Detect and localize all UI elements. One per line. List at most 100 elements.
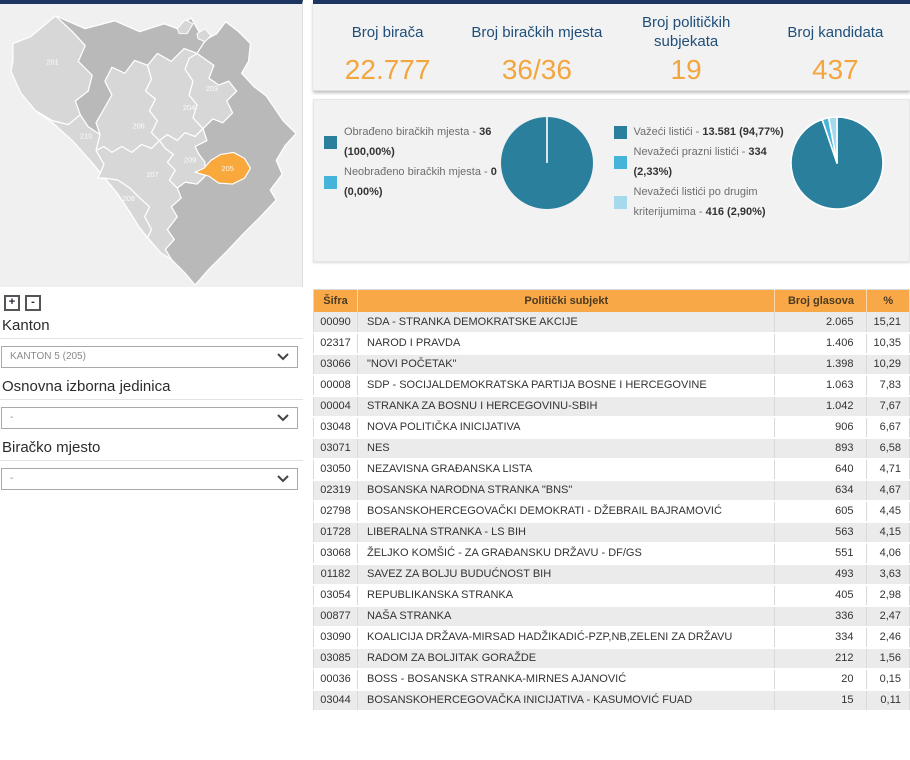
cell-votes: 1.406 <box>774 332 868 355</box>
legend-swatch <box>613 125 627 139</box>
cell-code: 01728 <box>313 521 358 544</box>
cell-code: 02319 <box>313 479 358 502</box>
table-row: 03044 BOSANSKOHERCEGOVAČKA INICIJATIVA - … <box>313 689 910 712</box>
izborna-jedinica-label: Osnovna izborna jedinica <box>0 372 303 400</box>
map-region-label-204: 204 <box>183 103 195 112</box>
table-row: 03050 NEZAVISNA GRAĐANSKA LISTA 640 4,71 <box>313 458 910 481</box>
map-region-label-206: 206 <box>132 122 144 131</box>
pie-chart-svg <box>789 116 884 210</box>
chart-legend: Obrađeno biračkih mjesta - 36 (100,00%) N… <box>324 114 500 202</box>
cell-votes: 634 <box>774 479 868 502</box>
biracko-mjesto-select-value: - <box>10 473 14 484</box>
cell-pct: 3,63 <box>866 563 910 586</box>
cell-votes: 1.398 <box>774 353 868 376</box>
stat-label: Broj političkih subjekata <box>641 14 731 50</box>
pie-chart-processed-stations <box>500 116 594 215</box>
cell-name: NAROD I PRAVDA <box>357 332 776 355</box>
bosnia-map[interactable]: 201 203 204 205 206 207 208 209 210 <box>0 4 302 287</box>
cell-name: BOSANSKOHERCEGOVAČKA INICIJATIVA - KASUM… <box>357 689 776 712</box>
cell-code: 00008 <box>313 374 358 397</box>
map-zoom-in-button[interactable]: + <box>4 294 20 311</box>
header-percent: % <box>866 289 910 312</box>
table-row: 03068 ŽELJKO KOMŠIĆ - ZA GRAĐANSKU DRŽAVU… <box>313 542 910 565</box>
table-row: 00090 SDA - STRANKA DEMOKRATSKE AKCIJE 2.0… <box>313 311 910 334</box>
cell-votes: 212 <box>774 647 868 670</box>
stat-politicki-subjekti: Broj političkih subjekata 19 <box>612 4 761 90</box>
header-broj-glasova: Broj glasova <box>774 289 868 312</box>
chart-legend: Važeći listići - 13.581 (94,77%) Nevažeći… <box>613 114 790 222</box>
results-table: Šifra Politički subjekt Broj glasova % 0… <box>313 289 910 712</box>
cell-votes: 20 <box>774 668 868 691</box>
biracko-mjesto-label: Biračko mjesto <box>0 433 303 461</box>
cell-votes: 605 <box>774 500 868 523</box>
map-region-label-201: 201 <box>46 57 58 66</box>
map-zoom-out-button[interactable]: - <box>25 294 41 311</box>
stat-value: 19 <box>670 54 702 85</box>
table-header-row: Šifra Politički subjekt Broj glasova % <box>313 289 910 312</box>
table-row: 03090 KOALICIJA DRŽAVA-MIRSAD HADŽIKADIĆ-… <box>313 626 910 649</box>
cell-pct: 2,46 <box>866 626 910 649</box>
cell-votes: 551 <box>774 542 868 565</box>
pie-charts-card: Obrađeno biračkih mjesta - 36 (100,00%) N… <box>313 99 910 262</box>
filter-izborna-jedinica: Osnovna izborna jedinica - <box>0 372 303 429</box>
map-region-posavina-b[interactable] <box>196 28 212 43</box>
cell-name: SDA - STRANKA DEMOKRATSKE AKCIJE <box>357 311 776 334</box>
cell-code: 03050 <box>313 458 358 481</box>
map-region-label-207: 207 <box>146 170 158 179</box>
cell-code: 03066 <box>313 353 358 376</box>
map-region-label-203: 203 <box>206 84 218 93</box>
cell-name: SDP - SOCIJALDEMOKRATSKA PARTIJA BOSNE I… <box>357 374 776 397</box>
map-region-205-highlighted[interactable] <box>194 151 252 185</box>
kanton-select[interactable]: KANTON 5 (205) <box>1 345 298 368</box>
cell-pct: 2,47 <box>866 605 910 628</box>
table-row: 01182 SAVEZ ZA BOLJU BUDUĆNOST BIH 493 3,63 <box>313 563 910 586</box>
table-row: 00004 STRANKA ZA BOSNU I HERCEGOVINU-SBIH… <box>313 395 910 418</box>
cell-pct: 4,71 <box>866 458 910 481</box>
legend-item: Obrađeno biračkih mjesta - 36 (100,00%) <box>324 122 500 162</box>
table-row: 00877 NAŠA STRANKA 336 2,47 <box>313 605 910 628</box>
cell-pct: 10,29 <box>866 353 910 376</box>
cell-pct: 4,45 <box>866 500 910 523</box>
table-row: 03071 NES 893 6,58 <box>313 437 910 460</box>
cell-code: 00004 <box>313 395 358 418</box>
cell-name: NES <box>357 437 776 460</box>
table-row: 00036 BOSS - BOSANSKA STRANKA-MIRNES AJAN… <box>313 668 910 691</box>
cell-votes: 336 <box>774 605 868 628</box>
cell-pct: 0,11 <box>866 689 910 712</box>
cell-code: 02798 <box>313 500 358 523</box>
cell-code: 03054 <box>313 584 358 607</box>
izborna-jedinica-select[interactable]: - <box>1 406 298 429</box>
stat-value: 22.777 <box>344 54 431 85</box>
cell-votes: 15 <box>774 689 868 712</box>
map-region-label-208: 208 <box>123 194 135 203</box>
filter-biracko-mjesto: Biračko mjesto - <box>0 433 303 490</box>
cell-code: 00877 <box>313 605 358 628</box>
header-politicki-subjekt: Politički subjekt <box>357 289 776 312</box>
map-region-208[interactable] <box>104 177 153 239</box>
cell-name: BOSS - BOSANSKA STRANKA-MIRNES AJANOVIĆ <box>357 668 776 691</box>
pie-chart-ballots <box>789 116 884 215</box>
cell-pct: 7,83 <box>866 374 910 397</box>
cell-code: 03085 <box>313 647 358 670</box>
table-row: 02317 NAROD I PRAVDA 1.406 10,35 <box>313 332 910 355</box>
stat-broj-biraca: Broj birača 22.777 <box>313 4 462 90</box>
header-sifra: Šifra <box>313 289 358 312</box>
table-row: 03085 RADOM ZA BOLJITAK GORAŽDE 212 1,56 <box>313 647 910 670</box>
cell-pct: 4,15 <box>866 521 910 544</box>
chart-processed-stations: Obrađeno biračkih mjesta - 36 (100,00%) N… <box>324 114 614 261</box>
map-region-203[interactable] <box>184 52 238 130</box>
biracko-mjesto-select[interactable]: - <box>1 467 298 490</box>
chevron-down-icon <box>277 413 289 421</box>
cell-name: BOSANSKOHERCEGOVAČKI DEMOKRATI - DŽEBRAI… <box>357 500 776 523</box>
cell-code: 03090 <box>313 626 358 649</box>
table-row: 03048 NOVA POLITIČKA INICIJATIVA 906 6,67 <box>313 416 910 439</box>
map-region-label-209: 209 <box>184 155 196 164</box>
cell-pct: 2,98 <box>866 584 910 607</box>
map-region-posavina-a[interactable] <box>176 19 194 35</box>
map-region-201[interactable] <box>10 15 93 126</box>
cell-code: 03071 <box>313 437 358 460</box>
legend-text: Nevažeći prazni listići - 334 (2,33%) <box>633 146 767 178</box>
legend-item: Nevažeći listići po drugim kriterijumima… <box>613 182 790 222</box>
cell-pct: 4,06 <box>866 542 910 565</box>
cell-code: 03044 <box>313 689 358 712</box>
